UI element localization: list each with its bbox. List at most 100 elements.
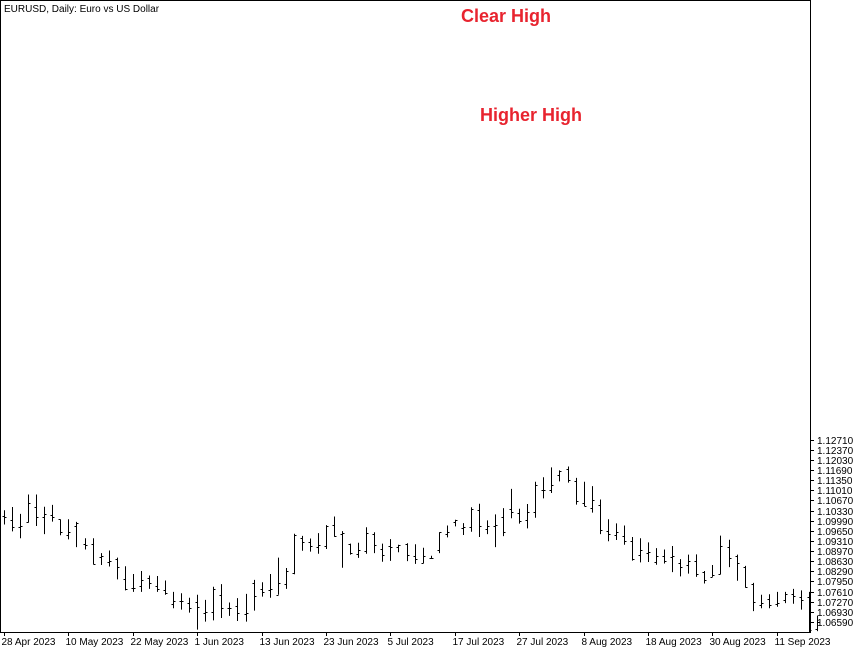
ohlc-bar-72 [582, 481, 587, 507]
ohlc-bar-56 [453, 519, 458, 527]
ohlc-bar-43 [348, 543, 353, 555]
ohlc-bar-35 [284, 568, 289, 589]
price-tick-label: 1.09650 [817, 527, 854, 538]
ohlc-bar-34 [276, 557, 281, 596]
ohlc-bar-78 [630, 537, 635, 561]
ohlc-bar-84 [678, 559, 683, 577]
time-tick-label: 8 Aug 2023 [582, 637, 633, 648]
ohlc-bar-19 [155, 576, 160, 592]
ohlc-bar-51 [413, 544, 418, 564]
ohlc-bar-71 [574, 477, 579, 505]
ohlc-bar-70 [566, 466, 571, 483]
ohlc-bar-24 [195, 594, 200, 630]
ohlc-bar-6 [50, 504, 55, 522]
ohlc-bar-68 [549, 467, 554, 494]
ohlc-bar-69 [557, 470, 562, 482]
ohlc-bar-17 [139, 570, 144, 592]
ohlc-bar-12 [99, 553, 104, 566]
ohlc-bar-36 [292, 533, 297, 575]
ohlc-bar-91 [735, 554, 740, 581]
ohlc-bar-94 [759, 594, 764, 609]
ohlc-bar-44 [356, 542, 361, 558]
price-tick-label: 1.06930 [817, 608, 854, 619]
price-tick-label: 1.12370 [817, 446, 854, 457]
ohlc-bar-37 [300, 535, 305, 551]
ohlc-bar-29 [235, 598, 240, 621]
ohlc-bar-74 [598, 499, 603, 535]
ohlc-bar-77 [622, 525, 627, 545]
ohlc-bar-83 [670, 545, 675, 573]
ohlc-bar-5 [42, 506, 47, 535]
ohlc-bar-55 [445, 525, 450, 538]
ohlc-bar-96 [775, 591, 780, 607]
time-tick-label: 28 Apr 2023 [2, 637, 56, 648]
price-tick-label: 1.08970 [817, 547, 854, 558]
ohlc-bar-95 [767, 594, 772, 609]
ohlc-bar-4 [34, 494, 39, 527]
ohlc-bar-47 [380, 543, 385, 562]
ohlc-bar-54 [437, 532, 442, 554]
ohlc-bar-27 [219, 584, 224, 619]
ohlc-bar-38 [308, 538, 313, 552]
ohlc-bar-81 [654, 548, 659, 565]
chart-title: EURUSD, Daily: Euro vs US Dollar [4, 4, 160, 15]
ohlc-bar-22 [179, 593, 184, 610]
ohlc-bar-18 [147, 575, 152, 589]
time-tick-label: 30 Aug 2023 [710, 637, 767, 648]
ohlc-bars [2, 466, 820, 632]
ohlc-bar-11 [91, 538, 96, 565]
ohlc-bar-101 [815, 615, 820, 632]
ohlc-bar-59 [477, 503, 482, 538]
price-axis: 1.127101.123701.120301.116901.113501.110… [810, 436, 854, 629]
ohlc-bar-21 [171, 591, 176, 609]
ohlc-bar-39 [316, 533, 321, 554]
ohlc-bar-63 [509, 488, 514, 519]
ohlc-bar-46 [372, 532, 377, 554]
ohlc-bar-26 [211, 586, 216, 621]
ohlc-bar-10 [83, 538, 88, 550]
ohlc-bar-80 [646, 542, 651, 563]
ohlc-bar-97 [783, 591, 788, 604]
time-tick-label: 11 Sep 2023 [775, 637, 831, 648]
ohlc-bar-3 [26, 494, 31, 523]
ohlc-bar-61 [493, 514, 498, 548]
price-tick-label: 1.07950 [817, 577, 854, 588]
ohlc-bar-90 [727, 539, 732, 568]
ohlc-bar-20 [163, 580, 168, 595]
price-tick-label: 1.09990 [817, 517, 854, 528]
price-tick-label: 1.09310 [817, 537, 854, 548]
plot-area-frame [0, 0, 811, 633]
ohlc-bar-42 [340, 531, 345, 568]
time-tick-label: 13 Jun 2023 [260, 637, 315, 648]
ohlc-bar-8 [66, 519, 71, 540]
ohlc-bar-99 [799, 590, 804, 610]
ohlc-bar-16 [131, 573, 136, 592]
time-tick-label: 10 May 2023 [66, 637, 124, 648]
ohlc-bar-14 [115, 557, 120, 580]
price-tick-label: 1.07610 [817, 588, 854, 599]
time-tick-label: 17 Jul 2023 [453, 637, 505, 648]
ohlc-bar-73 [590, 486, 595, 513]
ohlc-bar-53 [429, 555, 434, 559]
ohlc-bar-60 [485, 520, 490, 535]
ohlc-bar-23 [187, 597, 192, 613]
ohlc-bar-52 [421, 547, 426, 564]
time-tick-label: 22 May 2023 [131, 637, 189, 648]
ohlc-bar-2 [18, 513, 23, 539]
ohlc-bar-28 [227, 602, 232, 616]
ohlc-bar-15 [123, 566, 128, 591]
price-tick-label: 1.06590 [817, 618, 854, 629]
time-tick-label: 5 Jul 2023 [388, 637, 435, 648]
time-tick-label: 1 Jun 2023 [195, 637, 245, 648]
annotation-higher-high: Higher High [480, 105, 582, 125]
price-tick-label: 1.12710 [817, 436, 854, 447]
ohlc-bar-79 [638, 538, 643, 563]
price-tick-label: 1.11350 [817, 476, 853, 487]
price-tick-label: 1.07270 [817, 598, 854, 609]
ohlc-bar-67 [541, 477, 546, 499]
ohlc-bar-30 [244, 593, 249, 622]
ohlc-bar-45 [364, 527, 369, 554]
ohlc-bar-75 [606, 519, 611, 542]
ohlc-bar-87 [702, 570, 707, 584]
